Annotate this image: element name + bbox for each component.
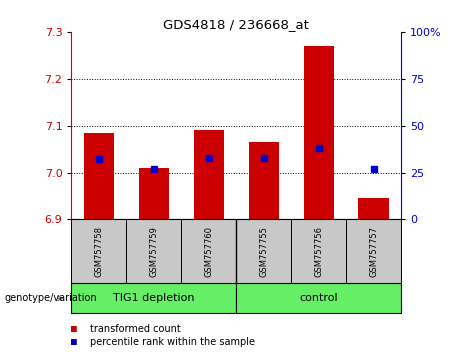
Text: percentile rank within the sample: percentile rank within the sample <box>90 337 255 347</box>
Bar <box>248 142 279 219</box>
Bar <box>303 46 334 219</box>
Bar <box>84 133 114 219</box>
Text: transformed count: transformed count <box>90 324 181 333</box>
Text: GSM757758: GSM757758 <box>95 226 103 277</box>
Bar <box>194 130 224 219</box>
Text: GSM757760: GSM757760 <box>204 226 213 277</box>
Bar <box>71 283 236 313</box>
Bar <box>291 219 346 283</box>
Bar <box>139 168 169 219</box>
Bar <box>181 219 236 283</box>
Bar <box>236 219 291 283</box>
Bar <box>346 219 401 283</box>
Text: GSM757757: GSM757757 <box>369 226 378 277</box>
Text: ■: ■ <box>71 324 77 333</box>
Bar <box>236 283 401 313</box>
Text: GSM757755: GSM757755 <box>259 226 268 277</box>
Text: TIG1 depletion: TIG1 depletion <box>113 293 195 303</box>
Title: GDS4818 / 236668_at: GDS4818 / 236668_at <box>163 18 309 31</box>
Text: GSM757756: GSM757756 <box>314 226 323 277</box>
Bar <box>126 219 181 283</box>
Text: control: control <box>299 293 338 303</box>
Text: ■: ■ <box>71 337 77 347</box>
Bar <box>71 219 126 283</box>
Bar <box>359 198 389 219</box>
Text: genotype/variation: genotype/variation <box>5 293 97 303</box>
Text: GSM757759: GSM757759 <box>149 226 159 277</box>
